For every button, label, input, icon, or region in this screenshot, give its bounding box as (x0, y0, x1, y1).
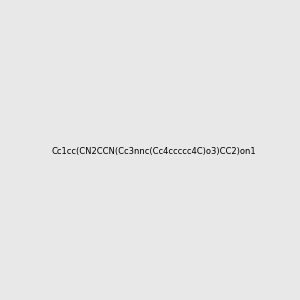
Text: Cc1cc(CN2CCN(Cc3nnc(Cc4ccccc4C)o3)CC2)on1: Cc1cc(CN2CCN(Cc3nnc(Cc4ccccc4C)o3)CC2)on… (51, 147, 256, 156)
